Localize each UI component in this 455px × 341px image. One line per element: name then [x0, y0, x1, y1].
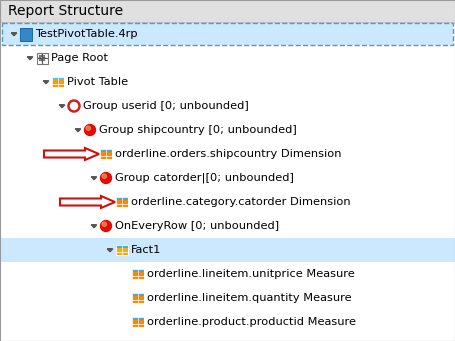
Text: orderline.product.productid Measure: orderline.product.productid Measure: [147, 317, 356, 327]
Bar: [116, 197, 128, 207]
Bar: [0, 0, 455, 22]
Bar: [116, 245, 128, 255]
Text: orderline.lineitem.unitprice Measure: orderline.lineitem.unitprice Measure: [147, 269, 355, 279]
Bar: [100, 152, 112, 159]
Bar: [100, 149, 112, 152]
Bar: [52, 77, 64, 87]
Text: Group catorder|[0; unbounded]: Group catorder|[0; unbounded]: [115, 173, 294, 183]
Polygon shape: [107, 249, 113, 252]
Circle shape: [102, 174, 106, 178]
Polygon shape: [75, 129, 81, 132]
Text: orderline.category.catorder Dimension: orderline.category.catorder Dimension: [131, 197, 351, 207]
Polygon shape: [27, 57, 33, 60]
Bar: [132, 320, 144, 327]
Bar: [132, 317, 144, 320]
Polygon shape: [59, 105, 65, 108]
Text: Pivot Table: Pivot Table: [67, 77, 128, 87]
Bar: [116, 197, 128, 200]
Bar: [132, 296, 144, 303]
Polygon shape: [11, 33, 17, 36]
Text: Report Structure: Report Structure: [8, 4, 123, 18]
Bar: [132, 293, 144, 296]
Polygon shape: [44, 148, 99, 160]
Bar: [132, 317, 144, 327]
Circle shape: [102, 222, 106, 226]
Text: Fact1: Fact1: [131, 245, 162, 255]
Polygon shape: [43, 81, 49, 84]
Bar: [2, 23, 453, 45]
Bar: [36, 53, 47, 63]
Text: orderline.orders.shipcountry Dimension: orderline.orders.shipcountry Dimension: [115, 149, 342, 159]
Text: orderline.lineitem.quantity Measure: orderline.lineitem.quantity Measure: [147, 293, 352, 303]
Bar: [0, 238, 455, 262]
Circle shape: [101, 173, 111, 183]
Bar: [132, 293, 144, 303]
Circle shape: [85, 124, 96, 135]
Text: Group shipcountry [0; unbounded]: Group shipcountry [0; unbounded]: [99, 125, 297, 135]
Polygon shape: [91, 225, 97, 228]
Circle shape: [101, 221, 111, 232]
Bar: [52, 77, 64, 80]
Bar: [132, 272, 144, 279]
Bar: [2, 23, 453, 45]
Circle shape: [86, 126, 91, 130]
Text: Group userid [0; unbounded]: Group userid [0; unbounded]: [83, 101, 249, 111]
FancyBboxPatch shape: [20, 28, 32, 41]
Text: TestPivotTable.4rp: TestPivotTable.4rp: [35, 29, 137, 39]
Polygon shape: [91, 177, 97, 180]
Bar: [132, 269, 144, 272]
Text: Page Root: Page Root: [51, 53, 108, 63]
Polygon shape: [60, 196, 115, 208]
Bar: [132, 269, 144, 279]
Bar: [116, 200, 128, 207]
Text: OnEveryRow [0; unbounded]: OnEveryRow [0; unbounded]: [115, 221, 279, 231]
Bar: [116, 248, 128, 255]
Bar: [52, 80, 64, 87]
Bar: [100, 149, 112, 159]
Bar: [116, 245, 128, 248]
